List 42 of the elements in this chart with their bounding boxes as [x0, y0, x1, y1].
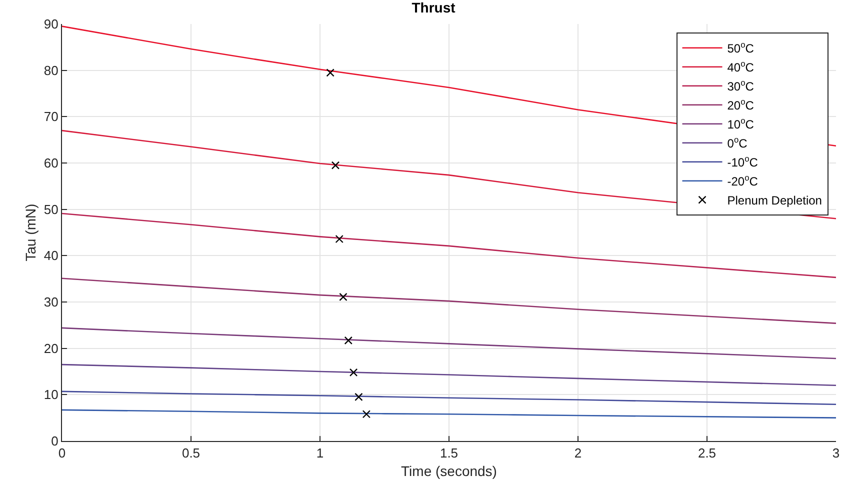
line-series [62, 409, 836, 418]
y-tick-label: 70 [44, 109, 58, 124]
y-tick-label: 30 [44, 294, 58, 310]
x-axis-title: Time (seconds) [401, 462, 497, 479]
line-series [62, 364, 836, 386]
x-tick-label: 1 [316, 446, 324, 461]
legend-label: 0$^{o}$C [727, 134, 748, 151]
legend-label: 30$^{o}$C [727, 77, 754, 94]
point [349, 368, 358, 377]
line-series [62, 278, 836, 324]
legend-label: 40$^{o}$C [727, 58, 754, 75]
chart-title: Thrust [412, 0, 456, 16]
x-tick-label: 2 [574, 446, 582, 461]
y-tick-label: 40 [44, 248, 58, 264]
point [331, 161, 340, 170]
x-tick-label: 0.5 [182, 446, 200, 461]
legend-label: 50$^{o}$C [727, 39, 754, 56]
y-tick-label: 10 [44, 387, 58, 402]
point [344, 336, 352, 345]
point [362, 410, 371, 418]
y-tick-label: 90 [44, 16, 58, 32]
line-series [62, 390, 836, 406]
point [354, 392, 363, 402]
legend-label: Plenum Depletion [727, 194, 822, 208]
y-tick-label: 50 [44, 202, 58, 217]
legend-label: 10$^{o}$C [727, 115, 754, 132]
x-tick-label: 2.5 [698, 446, 716, 461]
y-tick-label: 60 [44, 156, 58, 171]
legend-label: -20$^{o}$C [727, 172, 758, 189]
point [326, 68, 334, 77]
legend-label: -10$^{o}$C [727, 153, 758, 170]
x-tick-label: 3 [832, 446, 840, 461]
y-tick-label: 80 [44, 62, 58, 78]
point [335, 234, 344, 244]
y-axis-title: Tau (mN) [22, 204, 39, 262]
line-series [62, 212, 836, 278]
line-series [62, 327, 836, 360]
legend-label: 20$^{o}$C [727, 96, 754, 113]
y-tick-label: 20 [44, 340, 58, 356]
x-tick-label: 1.5 [440, 446, 458, 461]
point [339, 292, 348, 301]
y-tick-label: 0 [51, 434, 58, 449]
